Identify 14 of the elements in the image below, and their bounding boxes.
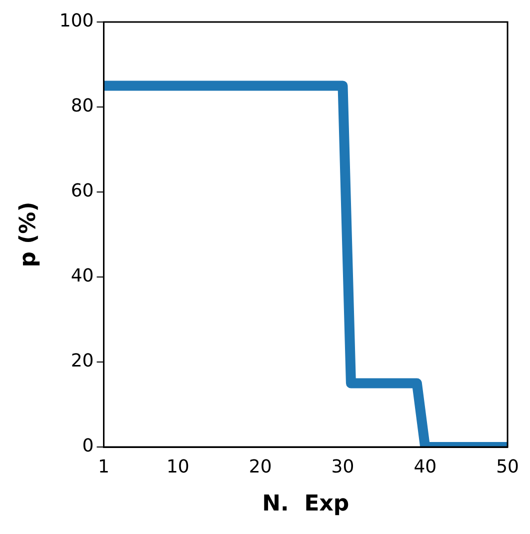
y-tick-label: 20 (70, 350, 94, 372)
x-tick-label: 30 (331, 456, 354, 478)
x-tick-label: 50 (496, 456, 519, 478)
x-tick-label: 40 (414, 456, 437, 478)
y-tick-label: 100 (59, 10, 94, 32)
x-axis-title: N. Exp (262, 492, 350, 517)
x-tick-label: 20 (248, 456, 272, 478)
x-tick-label: 1 (98, 456, 110, 478)
y-tick-label: 0 (82, 436, 94, 457)
y-axis-title: p (%) (16, 202, 41, 268)
y-tick-label: 60 (70, 180, 94, 202)
y-tick-label: 40 (70, 266, 94, 287)
x-tick-label: 10 (166, 456, 190, 478)
y-tick-label: 80 (70, 96, 94, 117)
